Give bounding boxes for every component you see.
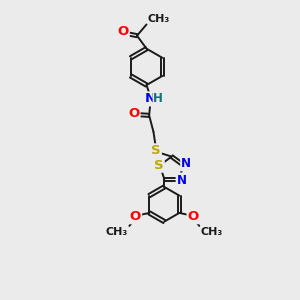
Text: S: S xyxy=(154,159,164,172)
Text: O: O xyxy=(188,210,199,223)
Text: O: O xyxy=(128,107,140,120)
Text: CH₃: CH₃ xyxy=(147,14,170,24)
Text: O: O xyxy=(118,26,129,38)
Text: O: O xyxy=(130,210,141,223)
Text: S: S xyxy=(151,144,161,158)
Text: CH₃: CH₃ xyxy=(106,227,128,237)
Text: CH₃: CH₃ xyxy=(201,227,223,237)
Text: N: N xyxy=(181,157,191,170)
Text: H: H xyxy=(153,92,163,105)
Text: N: N xyxy=(177,173,187,187)
Text: N: N xyxy=(144,92,156,105)
